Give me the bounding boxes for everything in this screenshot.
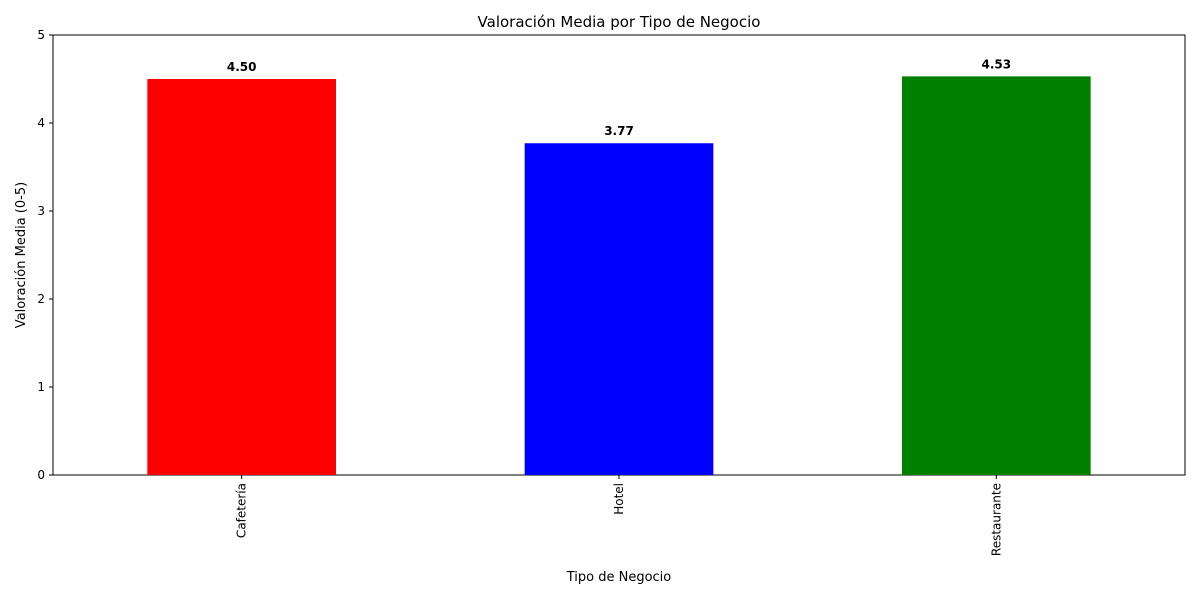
y-tick-label: 4 [37,116,45,130]
bars [147,76,1091,476]
bar-value-label: 4.50 [227,60,257,74]
y-tick-label: 0 [37,468,45,482]
y-tick-label: 5 [37,28,45,42]
bar-2 [902,76,1091,476]
x-tick-label: Cafetería [235,483,249,538]
x-tick-label: Restaurante [989,483,1003,556]
bar-value-label: 4.53 [982,57,1012,71]
x-tick-label: Hotel [612,483,626,515]
bar-1 [524,143,714,476]
y-tick-label: 3 [37,204,45,218]
y-tick-label: 2 [37,292,45,306]
bar-value-label: 3.77 [604,124,634,138]
y-axis-ticks: 0 1 2 3 4 5 [37,28,53,482]
x-axis-label: Tipo de Negocio [566,570,672,585]
chart-title: Valoración Media por Tipo de Negocio [478,13,761,31]
bar-value-labels: 4.50 3.77 4.53 [227,57,1011,138]
y-axis-label: Valoración Media (0-5) [14,182,29,328]
bar-0 [147,79,336,475]
plot-area: 4.50 3.77 4.53 0 1 2 3 4 5 Cafetería Hotel Restau… [37,28,1186,556]
y-tick-label: 1 [37,380,45,394]
x-axis-ticks: Cafetería Hotel Restaurante [235,475,1003,556]
